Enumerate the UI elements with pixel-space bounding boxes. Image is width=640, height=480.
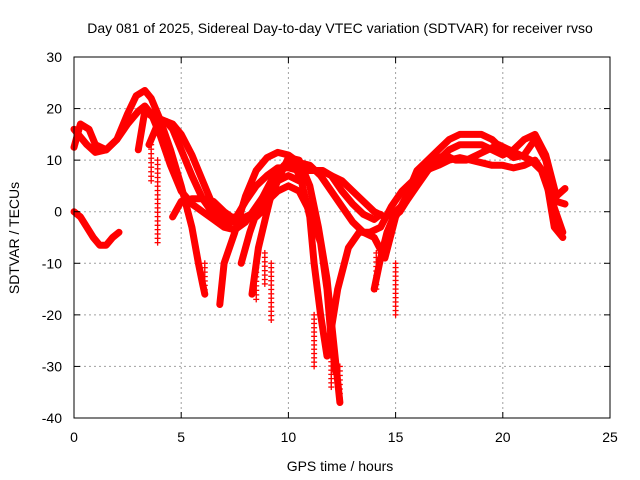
y-tick-label: -20 — [42, 307, 62, 323]
x-tick-label: 20 — [495, 429, 511, 445]
x-tick-label: 0 — [70, 429, 78, 445]
dip-8-9 — [261, 249, 268, 287]
grid-layer — [74, 57, 610, 418]
dip-3-6 — [148, 141, 155, 184]
dip-6-1 — [201, 260, 208, 298]
dip-11-2 — [311, 311, 318, 370]
x-tick-label: 5 — [177, 429, 185, 445]
x-tick-label: 10 — [281, 429, 297, 445]
plot-frame — [73, 56, 611, 419]
dip-12-4 — [336, 363, 343, 406]
y-axis-label: SDTVAR / TECUs — [6, 182, 22, 294]
x-tick-label: 15 — [388, 429, 404, 445]
series-layer — [70, 87, 569, 406]
dip-12-0 — [328, 337, 335, 391]
series-track-j — [70, 208, 123, 249]
dip-14-1 — [373, 249, 380, 293]
dip-15-0 — [392, 260, 399, 318]
y-tick-label: 20 — [46, 101, 62, 117]
x-tick-label: 25 — [602, 429, 618, 445]
dip-9-2 — [268, 260, 275, 324]
series-track-b — [70, 87, 209, 298]
y-tick-label: -10 — [42, 255, 62, 271]
y-tick-label: 10 — [46, 152, 62, 168]
series-track-i — [370, 154, 567, 293]
y-tick-label: 0 — [54, 204, 62, 220]
tick-layer: 0 5 10 15 20 25 -40 -30 -20 -10 0 10 20 30 — [42, 49, 618, 445]
dip-3-9 — [154, 157, 161, 246]
x-axis-label: GPS time / hours — [287, 458, 394, 474]
y-tick-label: -40 — [42, 410, 62, 426]
y-tick-label: -30 — [42, 358, 62, 374]
dip-8-5 — [253, 260, 260, 303]
y-tick-label: 30 — [46, 49, 62, 65]
chart-title: Day 081 of 2025, Sidereal Day-to-day VTE… — [87, 20, 593, 36]
